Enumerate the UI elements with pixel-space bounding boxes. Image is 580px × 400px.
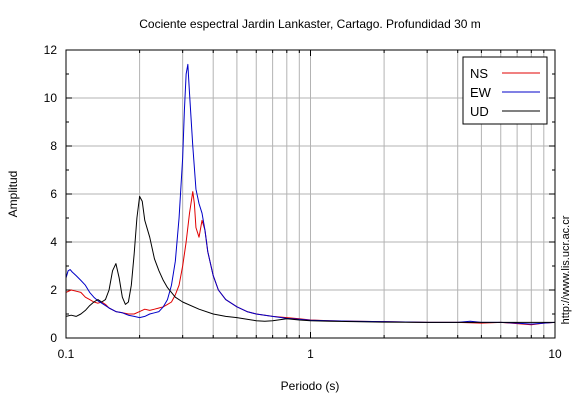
y-tick-label: 6 [50,187,57,201]
series-lines [65,63,556,326]
x-tick-labels: 0.1 1 10 [58,347,562,361]
y-tick-label: 2 [50,283,57,297]
legend-label-ns: NS [470,66,488,81]
plot-area-frame [65,49,556,339]
legend-label-ud: UD [470,104,489,119]
axis-ticks [66,49,555,339]
x-axis-title: Periodo (s) [281,379,340,393]
chart-title: Cociente espectral Jardin Lankaster, Car… [139,17,481,31]
series-line-ud [65,195,555,323]
y-axis-title: Amplitud [6,171,20,218]
legend-box [462,56,548,125]
chart-legend: NS EW UD [462,56,548,125]
y-tick-labels: 0 2 4 6 8 10 12 [44,43,58,345]
y-tick-label: 4 [50,235,57,249]
x-tick-label: 0.1 [58,347,75,361]
x-tick-label: 10 [548,347,562,361]
legend-label-ew: EW [470,85,492,100]
y-tick-label: 12 [44,43,58,57]
y-tick-label: 8 [50,139,57,153]
y-tick-label: 10 [44,91,58,105]
source-credit: http://www.lis.ucr.ac.cr [560,215,572,324]
legend-items: NS EW UD [470,66,540,119]
y-tick-label: 0 [50,331,57,345]
x-tick-label: 1 [307,347,314,361]
